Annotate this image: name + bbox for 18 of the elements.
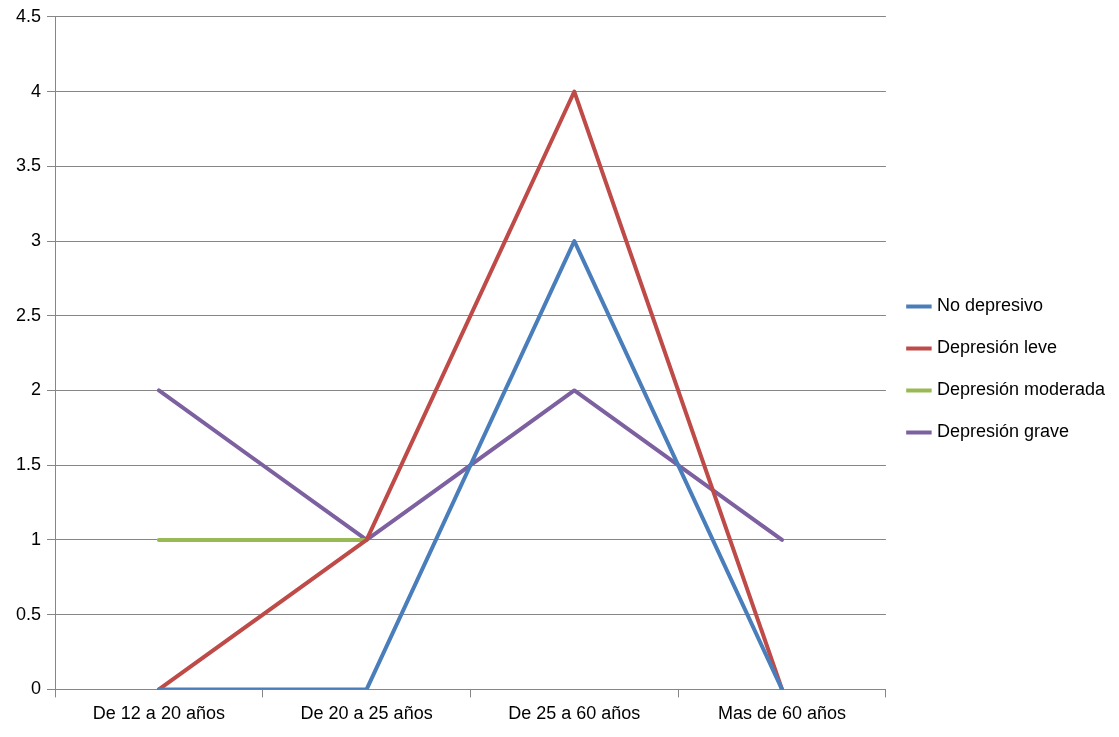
y-tick-label: 1 xyxy=(31,528,42,549)
y-tick-label: 0.5 xyxy=(15,603,42,624)
y-tick-label: 3.5 xyxy=(15,155,42,176)
legend-label: Depresión leve xyxy=(936,337,1057,358)
x-tick-label: Mas de 60 años xyxy=(717,703,847,724)
y-tick-label: 4.5 xyxy=(15,5,42,26)
x-tick-label: De 25 a 60 años xyxy=(508,703,641,724)
legend-label: Depresión moderada xyxy=(936,379,1106,400)
y-tick-label: 2.5 xyxy=(15,304,42,325)
y-tick-label: 2 xyxy=(31,379,42,400)
legend-label: Depresión grave xyxy=(936,421,1069,442)
y-tick-label: 4 xyxy=(31,80,42,101)
legend-label: No depresivo xyxy=(936,295,1043,316)
y-tick-label: 0 xyxy=(31,678,42,699)
x-tick-label: De 12 a 20 años xyxy=(92,703,225,724)
y-tick-label: 3 xyxy=(31,229,42,250)
y-tick-label: 1.5 xyxy=(15,454,42,475)
x-tick-label: De 20 a 25 años xyxy=(300,703,433,724)
